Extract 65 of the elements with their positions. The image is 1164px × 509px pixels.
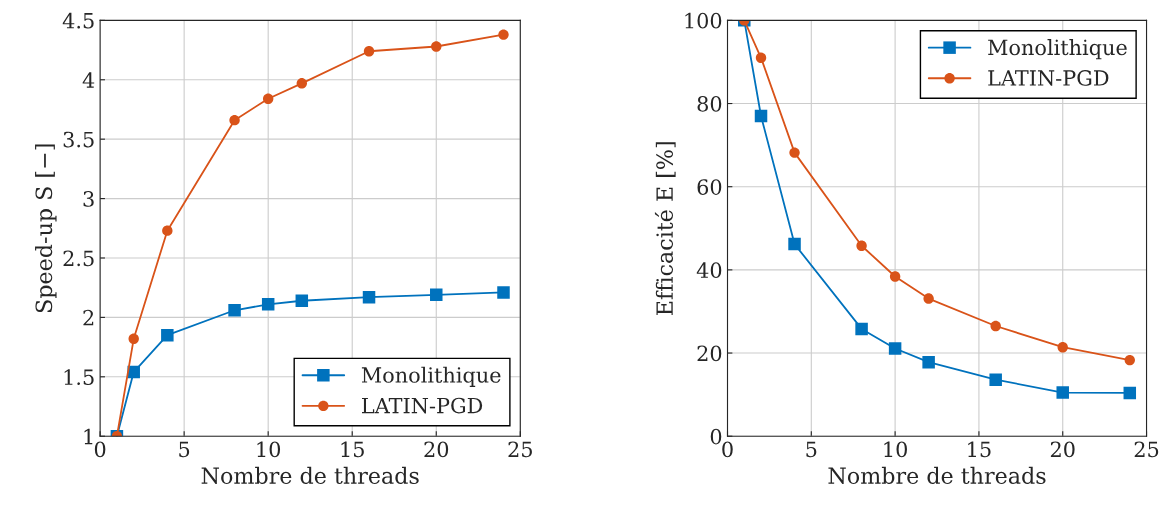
point xyxy=(754,109,768,123)
point xyxy=(262,93,274,104)
point xyxy=(228,304,241,317)
point xyxy=(856,240,867,251)
y-tick-label: 0 xyxy=(710,428,722,445)
y-tick-label: 40 xyxy=(696,262,722,279)
y-tick-label: 100 xyxy=(685,12,722,29)
y-tick-label: 4 xyxy=(82,72,95,88)
point xyxy=(1057,342,1068,353)
point xyxy=(363,46,375,57)
point xyxy=(295,294,309,308)
x-tick-label: 5 xyxy=(179,441,190,458)
point xyxy=(989,373,1002,386)
x-tick-label: 10 xyxy=(257,441,281,458)
x-axis-title: Nombre de threads xyxy=(201,466,419,484)
point xyxy=(755,52,767,63)
y-tick-label: 3 xyxy=(83,191,94,207)
point xyxy=(1056,386,1069,399)
point xyxy=(990,320,1001,332)
x-tick-label: 20 xyxy=(1050,441,1075,458)
point xyxy=(889,271,901,282)
y-tick-label: 20 xyxy=(697,345,722,362)
x-axis-title: Nombre de threads xyxy=(828,466,1046,484)
point xyxy=(431,41,442,52)
point xyxy=(261,298,275,311)
point xyxy=(855,322,868,336)
x-tick-label: 10 xyxy=(884,441,907,458)
x-tick-label: 25 xyxy=(1134,441,1159,458)
legend-label: Monolithique xyxy=(361,366,501,387)
x-tick-label: 20 xyxy=(424,441,449,458)
point xyxy=(922,355,935,369)
point xyxy=(128,333,139,344)
point xyxy=(229,114,240,126)
y-axis-title: Speed-up S [−] xyxy=(35,144,57,313)
y-tick-label: 80 xyxy=(697,95,722,112)
point xyxy=(1123,386,1137,400)
point xyxy=(162,225,173,236)
x-tick-label: 15 xyxy=(341,441,364,458)
point xyxy=(296,78,308,89)
legend-label: LATIN-PGD xyxy=(988,70,1109,86)
x-tick-label: 0 xyxy=(94,441,106,458)
y-tick-label: 1.5 xyxy=(64,369,94,386)
point xyxy=(498,29,509,40)
y-tick-label: 60 xyxy=(697,179,722,195)
point xyxy=(923,293,934,304)
point xyxy=(788,237,801,251)
point xyxy=(888,342,902,355)
x-tick-label: 25 xyxy=(508,441,532,458)
y-tick-label: 2.5 xyxy=(63,250,94,267)
y-tick-label: 4.5 xyxy=(62,12,94,29)
point xyxy=(789,147,800,158)
y-tick-label: 1 xyxy=(84,428,93,445)
point xyxy=(430,288,443,302)
legend-label: Monolithique xyxy=(988,39,1127,60)
x-tick-label: 5 xyxy=(806,441,817,458)
y-tick-label: 2 xyxy=(83,309,94,326)
point xyxy=(497,286,510,299)
y-axis-title: Efficacité E [%] xyxy=(654,142,676,316)
x-tick-label: 15 xyxy=(968,441,991,458)
y-tick-label: 3.5 xyxy=(63,131,94,148)
point xyxy=(1124,354,1135,366)
point xyxy=(161,328,174,342)
legend-label: LATIN-PGD xyxy=(362,397,483,414)
x-tick-label: 0 xyxy=(722,441,733,458)
point xyxy=(362,290,376,304)
